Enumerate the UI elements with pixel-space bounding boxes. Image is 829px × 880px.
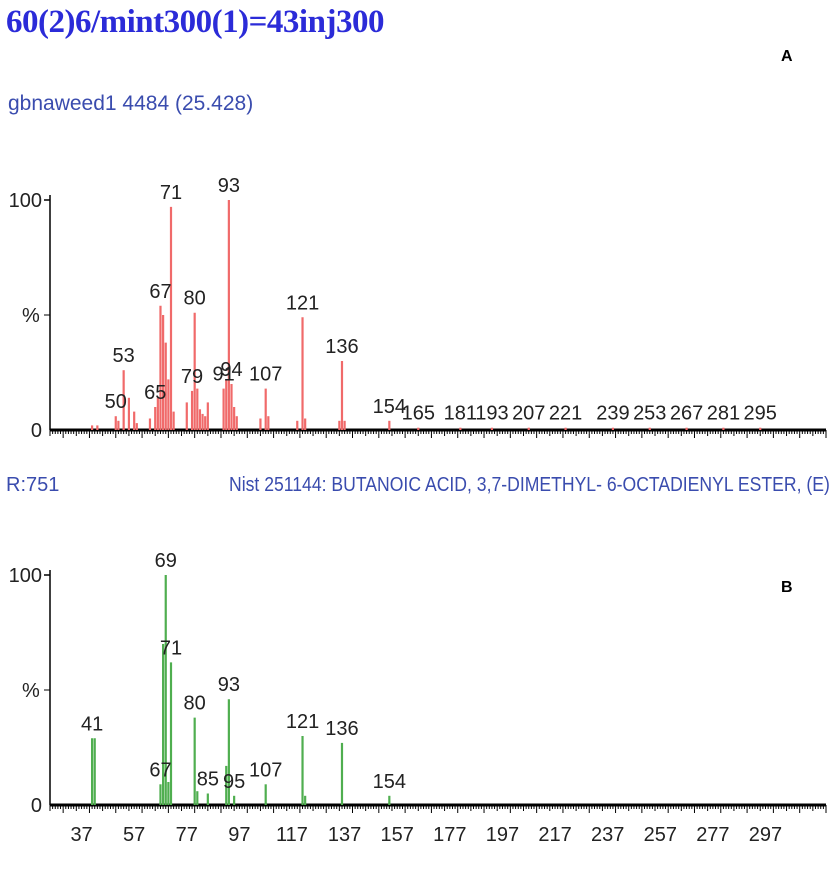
peak-label: 41 <box>81 713 103 735</box>
peak-label: 71 <box>160 637 182 659</box>
y-tick-label: 100 <box>9 190 42 212</box>
x-tick-label: 77 <box>176 824 198 846</box>
peak-label: 253 <box>633 403 666 425</box>
x-tick-label: 97 <box>228 824 250 846</box>
x-tick-label: 217 <box>538 824 571 846</box>
peak-label: 67 <box>149 281 171 303</box>
peak-label: 107 <box>249 759 282 781</box>
peak-label: 295 <box>744 403 777 425</box>
peak-label: 107 <box>249 364 282 386</box>
peak-label: 193 <box>475 403 508 425</box>
peak-label: 80 <box>184 288 206 310</box>
peak-label: 165 <box>402 403 435 425</box>
peak-label: 267 <box>670 403 703 425</box>
peak-label: 80 <box>184 693 206 715</box>
x-tick-label: 277 <box>696 824 729 846</box>
peak-label: 207 <box>512 403 545 425</box>
peak-label: 67 <box>149 759 171 781</box>
x-tick-label: 137 <box>328 824 361 846</box>
peak-label: 91 <box>212 364 234 386</box>
peak-label: 281 <box>707 403 740 425</box>
peak-label: 221 <box>549 403 582 425</box>
y-tick-label: 100 <box>9 565 42 587</box>
peak-label: 69 <box>155 550 177 572</box>
library-reference: Nist 251144: BUTANOIC ACID, 3,7-DIMETHYL… <box>229 474 829 496</box>
peak-label: 121 <box>286 292 319 314</box>
y-axis-label: % <box>22 680 40 702</box>
spectrum-title: 60(2)6/mint300(1)=43inj300 <box>6 4 384 40</box>
y-axis-label: % <box>22 305 40 327</box>
peak-label: 79 <box>181 366 203 388</box>
peak-label: 94 <box>220 359 242 381</box>
peak-label: 93 <box>218 175 240 197</box>
x-tick-label: 257 <box>644 824 677 846</box>
panel-a-label: A <box>781 48 793 65</box>
x-tick-label: 57 <box>123 824 145 846</box>
x-tick-label: 117 <box>276 824 308 846</box>
x-tick-label: 37 <box>70 824 92 846</box>
x-tick-label: 297 <box>749 824 782 846</box>
peak-label: 53 <box>113 345 135 367</box>
scan-info: gbnaweed1 4484 (25.428) <box>8 92 254 115</box>
x-tick-label: 197 <box>486 824 519 846</box>
x-tick-label: 157 <box>381 824 414 846</box>
peak-label: 50 <box>105 391 127 413</box>
peak-label: 136 <box>325 336 358 358</box>
peak-label: 239 <box>596 403 629 425</box>
peak-label: 181 <box>444 403 477 425</box>
y-tick-label: 0 <box>31 795 42 817</box>
peak-label: 65 <box>144 382 166 404</box>
peak-label: 154 <box>373 396 406 418</box>
match-score: R:751 <box>6 474 60 496</box>
peak-label: 71 <box>160 182 182 204</box>
panel-b-label: B <box>781 579 793 596</box>
peak-label: 85 <box>197 769 219 791</box>
peak-label: 95 <box>223 771 245 793</box>
peak-label: 136 <box>325 718 358 740</box>
peak-label: 154 <box>373 771 406 793</box>
y-tick-label: 0 <box>31 420 42 442</box>
peak-label: 121 <box>286 711 319 733</box>
x-tick-label: 237 <box>591 824 624 846</box>
peak-label: 93 <box>218 674 240 696</box>
x-tick-label: 177 <box>433 824 466 846</box>
